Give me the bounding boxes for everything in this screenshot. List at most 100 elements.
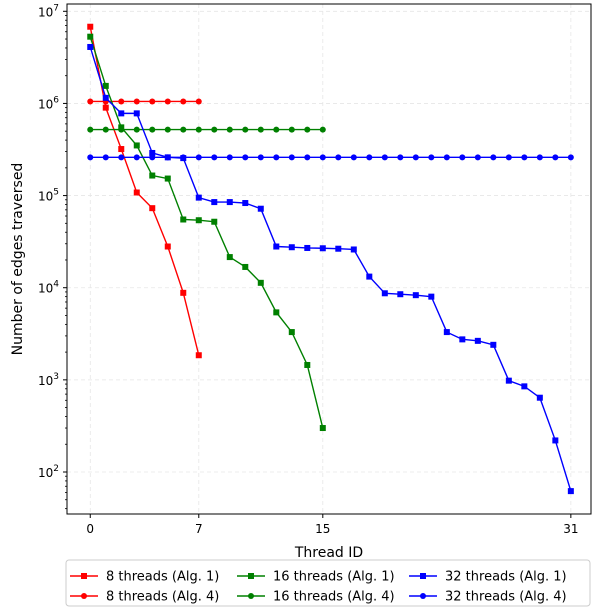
data-point: [195, 98, 202, 105]
data-point: [428, 293, 435, 300]
data-point: [87, 33, 94, 40]
data-point: [133, 110, 140, 117]
data-point: [288, 244, 295, 251]
legend-label: 8 threads (Alg. 1): [106, 570, 219, 585]
series-3: [87, 33, 326, 432]
data-point: [118, 146, 125, 153]
legend-marker: [248, 573, 254, 579]
data-point: [273, 309, 280, 316]
data-point: [102, 82, 109, 89]
data-point: [87, 126, 94, 133]
series-1: [87, 23, 202, 359]
data-point: [102, 126, 109, 133]
data-point: [133, 154, 140, 161]
x-tick-label: 15: [315, 522, 330, 536]
data-point: [567, 154, 574, 161]
data-point: [257, 126, 264, 133]
data-point: [102, 104, 109, 111]
series-5: [87, 43, 574, 495]
series-layer: [87, 23, 574, 495]
data-point: [180, 289, 187, 296]
data-point: [180, 154, 187, 161]
data-point: [505, 377, 512, 384]
data-point: [87, 98, 94, 105]
data-point: [381, 290, 388, 297]
data-point: [180, 98, 187, 105]
legend-item: 16 threads (Alg. 4): [237, 590, 395, 605]
data-point: [149, 205, 156, 212]
data-point: [567, 488, 574, 495]
data-point: [211, 126, 218, 133]
legend-label: 32 threads (Alg. 1): [445, 570, 567, 585]
series-4: [87, 126, 326, 133]
data-point: [397, 291, 404, 298]
data-point: [195, 126, 202, 133]
y-tick-label: 104: [38, 280, 59, 296]
data-point: [459, 336, 466, 343]
legend-label: 32 threads (Alg. 4): [445, 590, 567, 605]
data-point: [133, 98, 140, 105]
legend-label: 16 threads (Alg. 1): [273, 570, 395, 585]
data-point: [304, 244, 311, 251]
series-line: [89, 46, 572, 492]
data-point: [273, 243, 280, 250]
data-point: [226, 199, 233, 206]
data-point: [552, 154, 559, 161]
legend-item: 8 threads (Alg. 1): [70, 570, 219, 585]
x-tick-label: 31: [563, 522, 578, 536]
data-point: [164, 98, 171, 105]
data-point: [412, 154, 419, 161]
data-point: [149, 98, 156, 105]
legend-marker: [420, 573, 426, 579]
data-point: [164, 243, 171, 250]
legend-item: 32 threads (Alg. 1): [409, 570, 567, 585]
data-point: [319, 245, 326, 252]
y-tick-label: 106: [38, 95, 59, 111]
data-point: [133, 126, 140, 133]
data-point: [242, 200, 249, 207]
series-line: [89, 26, 200, 356]
data-point: [381, 154, 388, 161]
data-point: [536, 394, 543, 401]
x-tick-label: 0: [86, 522, 94, 536]
series-6: [87, 154, 574, 161]
data-point: [366, 154, 373, 161]
data-point: [87, 43, 94, 50]
y-tick-label: 102: [38, 464, 59, 480]
grid-lines: [67, 4, 591, 514]
data-point: [87, 154, 94, 161]
data-point: [195, 217, 202, 224]
data-point: [118, 126, 125, 133]
data-point: [118, 110, 125, 117]
data-point: [118, 154, 125, 161]
data-point: [521, 383, 528, 390]
data-point: [149, 154, 156, 161]
data-point: [149, 126, 156, 133]
data-point: [428, 154, 435, 161]
data-point: [319, 425, 326, 432]
data-point: [335, 154, 342, 161]
data-point: [474, 154, 481, 161]
data-point: [288, 329, 295, 336]
data-point: [164, 126, 171, 133]
data-point: [211, 199, 218, 206]
legend-marker: [81, 593, 87, 599]
data-point: [443, 154, 450, 161]
data-point: [195, 154, 202, 161]
data-point: [257, 205, 264, 212]
data-point: [242, 126, 249, 133]
legend-item: 16 threads (Alg. 1): [237, 570, 395, 585]
data-point: [242, 154, 249, 161]
data-point: [335, 245, 342, 252]
y-tick-label: 105: [38, 188, 59, 204]
data-point: [211, 218, 218, 225]
legend-label: 16 threads (Alg. 4): [273, 590, 395, 605]
data-point: [257, 154, 264, 161]
data-point: [102, 154, 109, 161]
data-point: [319, 126, 326, 133]
data-point: [226, 254, 233, 261]
data-point: [133, 189, 140, 196]
legend-item: 8 threads (Alg. 4): [70, 590, 219, 605]
legend-marker: [81, 573, 87, 579]
